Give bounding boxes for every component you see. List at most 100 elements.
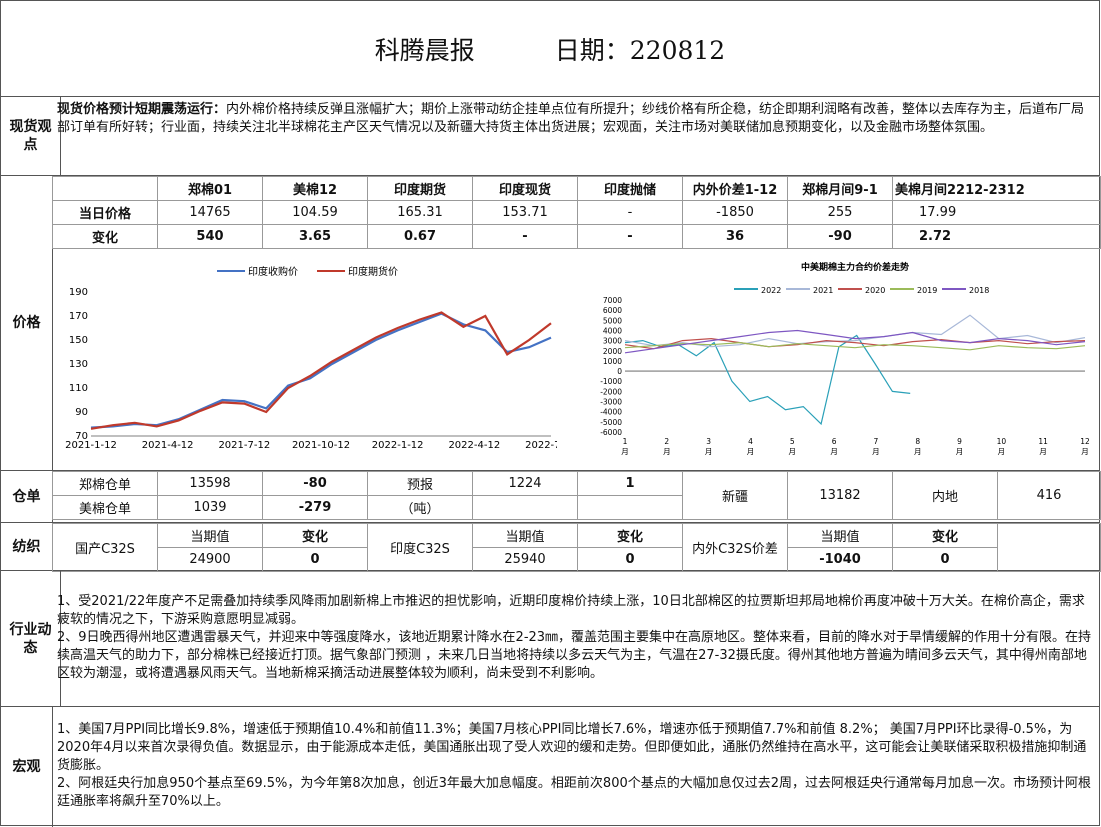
series-line-2021 (624, 314, 1086, 348)
report-date: 日期：220812 (554, 35, 726, 65)
cell: 1224 (472, 471, 578, 496)
x-tick-label: 月 (914, 447, 922, 456)
y-tick-label: 7000 (603, 296, 622, 305)
macro-label: 宏观 (1, 707, 53, 827)
x-tick-label: 月 (705, 447, 713, 456)
x-tick-label: 6 (832, 437, 837, 446)
india-price-chart: 印度收购价 印度期货价 70 90 110 130 150 170 190 2021-1-12 20… (65, 265, 557, 451)
blank-cell (52, 176, 158, 201)
price-label: 价格 (1, 176, 53, 470)
x-tick-label: 1 (623, 437, 628, 446)
header-cell: 郑棉月间9-1 (787, 176, 893, 201)
cell: 预报 (367, 471, 473, 496)
x-tick-label: 8 (915, 437, 920, 446)
y-tick-label: 190 (69, 287, 88, 298)
legend-label: 2018 (969, 286, 989, 295)
series-line-2018 (624, 329, 1086, 354)
value-cell: 255 (787, 200, 893, 225)
x-tick-label: 月 (621, 447, 629, 456)
report-header: 科腾晨报 日期：220812 (1, 1, 1099, 97)
cell: -80 (262, 471, 368, 496)
x-tick-label: 月 (789, 447, 797, 456)
x-tick-label: 月 (1081, 447, 1089, 456)
x-tick-label: 月 (998, 447, 1006, 456)
cell: 内地 (892, 471, 998, 520)
cell: （吨） (367, 495, 473, 520)
x-tick-label: 月 (830, 447, 838, 456)
x-tick-label: 2022-7-12 (525, 440, 557, 451)
x-tick-label: 月 (956, 447, 964, 456)
cell: 当期值 (472, 523, 578, 548)
change-cell: 2.72 (892, 224, 1101, 249)
x-tick-label: 月 (872, 447, 880, 456)
x-tick-label: 月 (1039, 447, 1047, 456)
cell: 0 (262, 547, 368, 572)
y-tick-label: -3000 (600, 398, 622, 407)
yarn-section: 纺织 国产C32S 当期值 变化 印度C32S 当期值 变化 内外C32S价差 … (1, 523, 1101, 572)
cell: 变化 (577, 523, 683, 548)
value-cell: 165.31 (367, 200, 473, 225)
warehouse-row: 美棉仓单 1039 -279 （吨） (52, 495, 1101, 520)
x-tick-label: 2021-7-12 (218, 440, 270, 451)
cell: 13598 (157, 471, 263, 496)
price-change-row: 变化 540 3.65 0.67 - - 36 -90 2.72 (52, 224, 1101, 249)
value-cell: 17.99 (892, 200, 1101, 225)
cell: 13182 (787, 471, 893, 520)
warehouse-table: 郑棉仓单 13598 -80 预报 1224 1 新疆 13182 内地 416… (52, 471, 1101, 520)
yarn-row: 24900 0 25940 0 -1040 0 (53, 547, 1101, 572)
cell: 美棉仓单 (52, 495, 158, 520)
cell: 内外C32S价差 (682, 523, 788, 572)
x-tick-label: 5 (790, 437, 795, 446)
cell: 国产C32S (52, 523, 158, 572)
yarn-label: 纺织 (1, 523, 53, 570)
series-line-2022 (624, 334, 911, 426)
macro-paragraph-2: 2、阿根廷央行加息950个基点至69.5%，为今年第8次加息，创近3年最大加息幅… (57, 776, 1092, 809)
yarn-table: 国产C32S 当期值 变化 印度C32S 当期值 变化 内外C32S价差 当期值… (52, 523, 1101, 572)
value-cell: - (577, 200, 683, 225)
legend-label: 印度收购价 (248, 265, 298, 278)
change-cell: 36 (682, 224, 788, 249)
y-tick-label: 2000 (603, 347, 622, 356)
header-cell: 印度现货 (472, 176, 578, 201)
industry-section: 行业动态 1、受2021/22年度产不足需叠加持续季风降雨加剧新棉上市推迟的担忧… (1, 571, 1099, 707)
x-tick-label: 2021-4-12 (142, 440, 194, 451)
x-tick-label: 10 (997, 437, 1007, 446)
spot-label: 现货观点 (1, 97, 61, 175)
legend-label: 2022 (761, 286, 781, 295)
cell: 1039 (157, 495, 263, 520)
y-tick-label: 90 (75, 407, 88, 418)
y-tick-label: -6000 (600, 428, 622, 437)
x-tick-label: 2021-10-12 (292, 440, 350, 451)
header-cell: 郑棉01 (157, 176, 263, 201)
warehouse-section: 仓单 郑棉仓单 13598 -80 预报 1224 1 新疆 13182 内地 … (1, 471, 1101, 523)
series-line-印度收购价 (90, 312, 552, 429)
cell: 0 (577, 547, 683, 572)
cell: 变化 (262, 523, 368, 548)
cell: 25940 (472, 547, 578, 572)
change-cell: 0.67 (367, 224, 473, 249)
legend-label: 2021 (813, 286, 833, 295)
report-title: 科腾晨报 (374, 35, 475, 65)
industry-label: 行业动态 (1, 571, 61, 706)
industry-text: 1、受2021/22年度产不足需叠加持续季风降雨加剧新棉上市推迟的担忧影响，近期… (57, 593, 1095, 683)
y-tick-label: 0 (617, 367, 622, 376)
y-tick-label: 70 (75, 431, 88, 442)
header-cell: 印度抛储 (577, 176, 683, 201)
y-tick-label: 6000 (603, 306, 622, 315)
industry-paragraph-2: 2、9日晚西得州地区遭遇雷暴天气，并迎来中等强度降水，该地近期累计降水在2-23… (57, 630, 1092, 681)
legend-label: 印度期货价 (348, 265, 398, 278)
change-cell: 540 (157, 224, 263, 249)
x-tick-label: 4 (748, 437, 753, 446)
cell: 新疆 (682, 471, 788, 520)
series-line-2020 (624, 337, 1086, 350)
x-tick-label: 3 (706, 437, 711, 446)
industry-paragraph-1: 1、受2021/22年度产不足需叠加持续季风降雨加剧新棉上市推迟的担忧影响，近期… (57, 594, 1085, 627)
value-cell: -1850 (682, 200, 788, 225)
spot-body: 内外棉价格持续反弹且涨幅扩大；期价上涨带动纺企挂单点位有所提升；纱线价格有所企稳… (57, 102, 1085, 135)
price-table: 郑棉01 美棉12 印度期货 印度现货 印度抛储 内外价差1-12 郑棉月间9-… (52, 176, 1101, 249)
spot-section: 现货观点 现货价格预计短期震荡运行：内外棉价格持续反弹且涨幅扩大；期价上涨带动纺… (1, 97, 1099, 176)
x-tick-label: 9 (957, 437, 962, 446)
cell: 郑棉仓单 (52, 471, 158, 496)
cell: 1 (577, 471, 683, 496)
